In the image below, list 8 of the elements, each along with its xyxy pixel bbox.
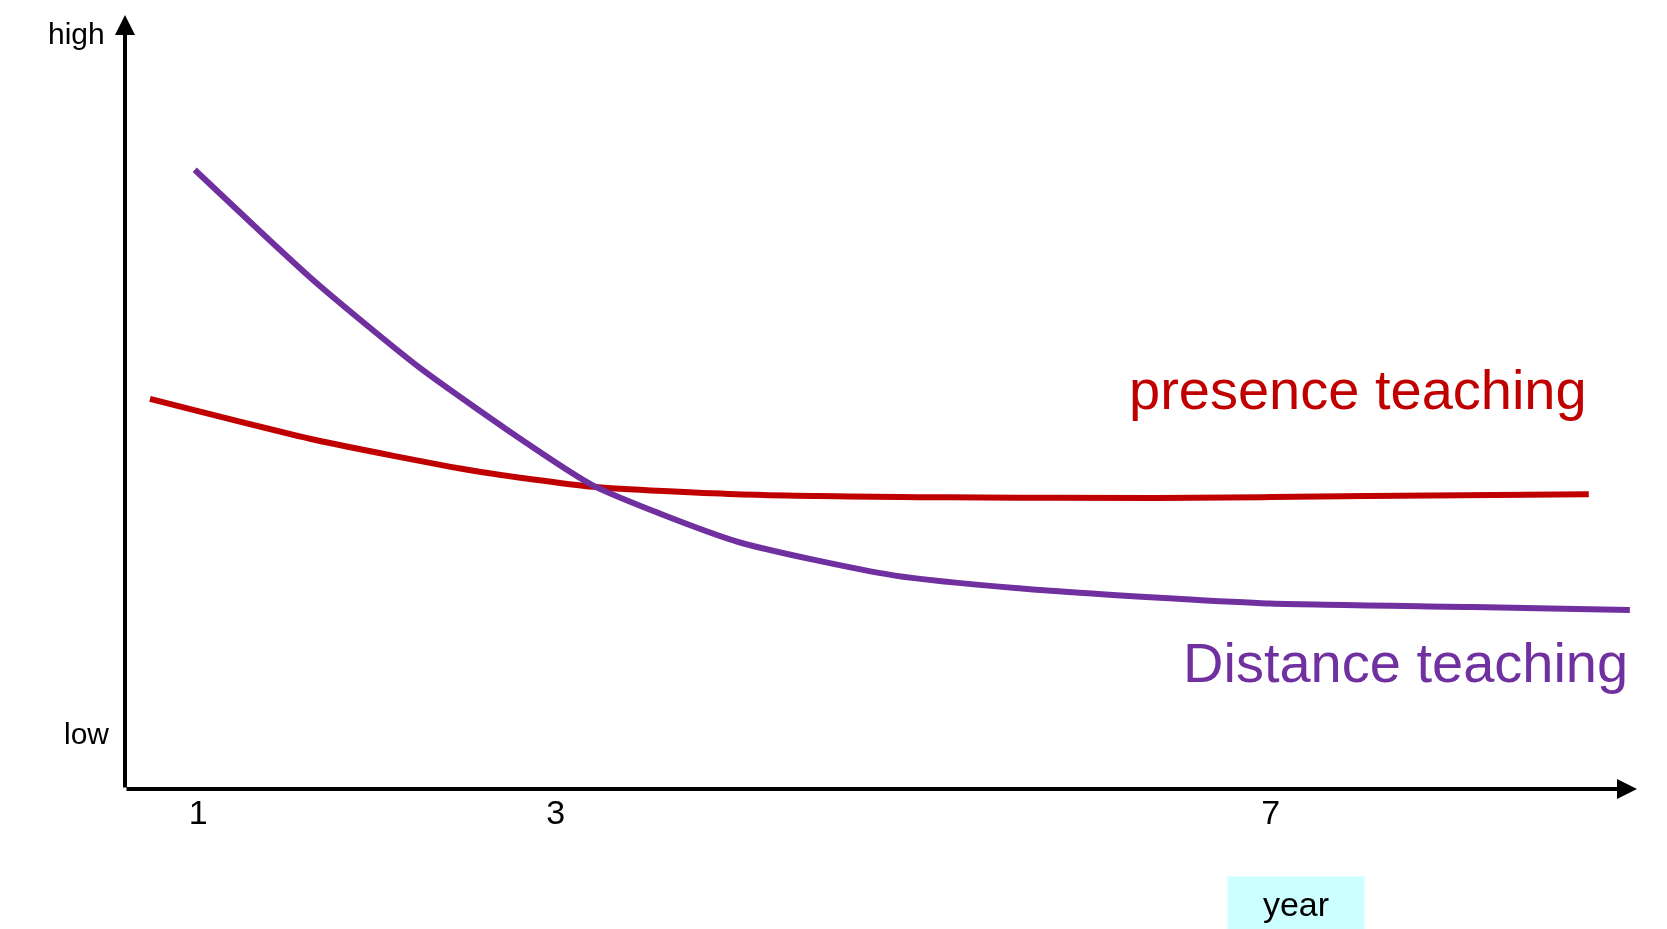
text: high	[48, 17, 105, 50]
x-tick-label: 7	[1261, 793, 1281, 831]
x-axis-title: year	[1262, 885, 1330, 923]
series-label: Distance teaching	[1183, 631, 1629, 694]
x-tick-label: 1	[188, 793, 208, 831]
text: low	[64, 717, 110, 750]
x-tick-label: 3	[546, 793, 566, 831]
series-label: presence teaching	[1129, 358, 1587, 421]
